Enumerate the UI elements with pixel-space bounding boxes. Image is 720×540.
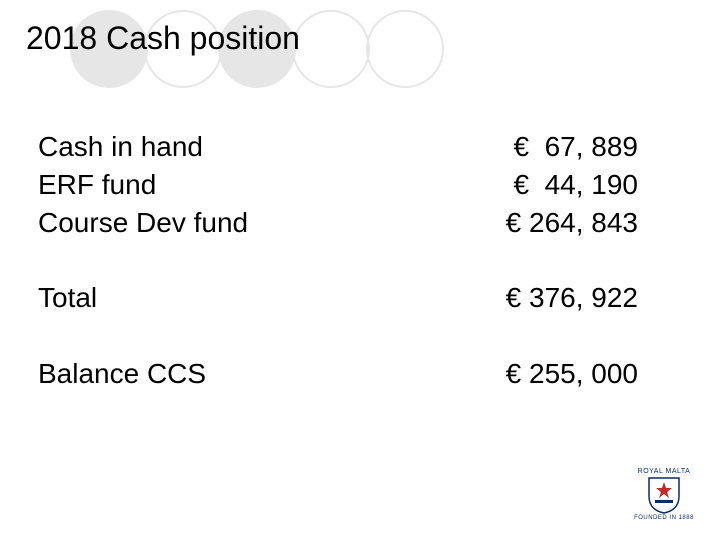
cash-position-table: Cash in hand € 67, 889 ERF fund € 44, 19… xyxy=(38,128,638,393)
balance-label: Balance CCS xyxy=(38,355,206,393)
circle-4 xyxy=(292,10,370,88)
total-value: € 376, 922 xyxy=(506,279,638,317)
row-value: € 67, 889 xyxy=(513,128,638,166)
total-row: Total € 376, 922 xyxy=(38,279,638,317)
row-value: € 264, 843 xyxy=(506,204,638,242)
club-logo: ROYAL MALTA FOUNDED IN 1888 xyxy=(632,462,696,526)
logo-top-text: ROYAL MALTA xyxy=(638,468,691,475)
balance-value: € 255, 000 xyxy=(506,355,638,393)
row-label: Course Dev fund xyxy=(38,204,248,242)
row-label: ERF fund xyxy=(38,166,156,204)
total-label: Total xyxy=(38,279,97,317)
logo-bottom-text: FOUNDED IN 1888 xyxy=(634,515,694,521)
row-value: € 44, 190 xyxy=(513,166,638,204)
table-row: ERF fund € 44, 190 xyxy=(38,166,638,204)
circle-5 xyxy=(366,10,444,88)
spacer xyxy=(38,241,638,279)
table-row: Cash in hand € 67, 889 xyxy=(38,128,638,166)
balance-row: Balance CCS € 255, 000 xyxy=(38,355,638,393)
row-label: Cash in hand xyxy=(38,128,203,166)
table-row: Course Dev fund € 264, 843 xyxy=(38,204,638,242)
slide-title: 2018 Cash position xyxy=(26,20,300,57)
shield-icon xyxy=(647,476,681,514)
spacer xyxy=(38,317,638,355)
